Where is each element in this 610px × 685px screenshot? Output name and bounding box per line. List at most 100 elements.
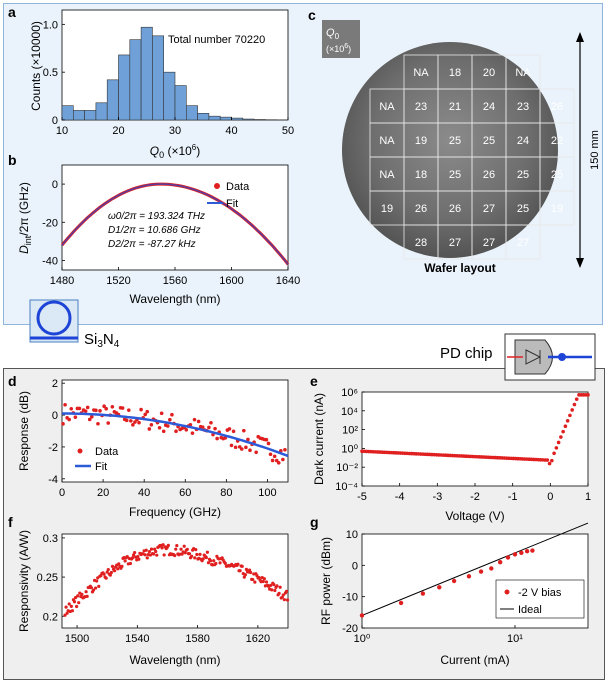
- f-data-point: [251, 577, 255, 582]
- d-fit-curve: [62, 412, 289, 458]
- d-xlabel: Frequency (GHz): [129, 505, 221, 519]
- d-data-point: [73, 415, 78, 419]
- f-xtick-label: 1540: [125, 633, 149, 645]
- d-data-point: [270, 458, 275, 463]
- pd-chip-label: PD chip: [440, 345, 493, 362]
- f-data-point: [154, 549, 158, 554]
- e-data-point: [568, 413, 572, 418]
- f-data-point: [133, 550, 137, 555]
- e-ytick-label: 10²: [342, 425, 358, 437]
- b-legend-data: Data: [226, 181, 250, 193]
- d-data-point: [246, 437, 250, 442]
- wafer-cell-value: 19: [551, 203, 563, 215]
- wafer-cell-value: 26: [415, 203, 427, 215]
- f-data-point: [104, 576, 108, 580]
- f-data-point: [281, 593, 285, 597]
- wafer-cell-value: 26: [449, 203, 461, 215]
- a-histogram-bar: [174, 85, 187, 121]
- si3n4-label: Si3N4: [84, 331, 120, 350]
- d-data-point: [94, 408, 98, 413]
- wafer-cell-value: 27: [517, 237, 529, 249]
- f-data-point: [70, 609, 74, 613]
- f-data-point: [116, 567, 120, 571]
- wafer-cell-value: 22: [551, 135, 563, 147]
- g-ylabel: RF power (dBm): [319, 537, 333, 625]
- f-data-point: [261, 579, 265, 584]
- f-data-point: [198, 552, 202, 556]
- size-arrow-head-top: [576, 32, 584, 42]
- f-data-point: [131, 553, 136, 557]
- e-xtick-label: 1: [585, 491, 591, 503]
- label-b: b: [8, 152, 17, 168]
- g-data-point: [505, 555, 511, 560]
- f-data-point: [76, 594, 80, 598]
- d-data-point: [190, 431, 195, 435]
- a-histogram-bar: [140, 26, 153, 121]
- f-ytick-label: 0.3: [43, 533, 58, 545]
- e-data-point: [559, 435, 563, 439]
- d-data-point: [83, 409, 88, 413]
- f-data-point: [253, 580, 257, 584]
- d-ytick-label: -4: [48, 474, 58, 486]
- b-fit-curve: [61, 183, 289, 265]
- f-data-point: [91, 588, 96, 592]
- wafer-cell-value: 28: [415, 237, 427, 249]
- f-data-point: [130, 556, 135, 560]
- b-param-1: ω0/2π = 193.324 THz: [108, 211, 205, 222]
- f-data-point: [89, 586, 93, 590]
- f-data-point: [125, 555, 129, 559]
- wafer-cell-value: 19: [415, 135, 427, 147]
- f-data-point: [183, 551, 187, 555]
- f-data-point: [175, 543, 179, 548]
- wafer-title: Wafer layout: [424, 261, 496, 275]
- f-data-point: [102, 572, 106, 576]
- a-histogram-bar: [84, 110, 97, 121]
- wafer-cell-value: 20: [483, 67, 495, 79]
- f-data-point: [272, 583, 276, 587]
- g-data-point: [398, 600, 404, 606]
- a-xtick-label: 10: [56, 125, 68, 137]
- f-xtick-label: 1580: [185, 633, 209, 645]
- d-data-point: [120, 406, 125, 410]
- d-data-point: [283, 447, 287, 452]
- d-data-point: [63, 402, 67, 407]
- d-data-point: [139, 407, 143, 412]
- wafer-cell-value: 23: [517, 101, 529, 113]
- f-data-point: [277, 591, 281, 595]
- d-data-point: [200, 425, 205, 429]
- b-legend-fit: Fit: [226, 198, 238, 210]
- d-data-point: [272, 454, 277, 459]
- g-data-point: [359, 613, 365, 618]
- wafer-cell: [539, 190, 575, 226]
- a-histogram-bar: [219, 116, 232, 121]
- g-data-point: [466, 574, 472, 579]
- d-data-point: [131, 423, 135, 427]
- d-data-point: [143, 412, 148, 417]
- wafer-cell-value: 24: [517, 135, 529, 147]
- f-data-point: [108, 573, 112, 577]
- f-data-point: [117, 562, 121, 566]
- e-data-point: [552, 451, 556, 456]
- e-ytick-label: 10⁶: [341, 387, 358, 399]
- size-label: 150 mm: [589, 130, 601, 170]
- f-data-point: [278, 585, 282, 589]
- b-param-3: D2/2π = -87.27 kHz: [108, 239, 196, 250]
- f-data-point: [187, 552, 192, 556]
- g-data-point: [451, 578, 457, 584]
- e-xtick-label: -2: [470, 491, 480, 503]
- d-data-point: [254, 450, 258, 455]
- g-data-point: [530, 548, 535, 553]
- e-data-point: [574, 397, 579, 401]
- d-data-point: [98, 409, 102, 413]
- f-data-point: [204, 555, 208, 560]
- d-data-point: [266, 441, 271, 446]
- d-data-point: [276, 461, 281, 465]
- g-data-point: [512, 552, 518, 557]
- a-xtick-label: 40: [225, 125, 237, 137]
- f-xtick-label: 1620: [246, 633, 270, 645]
- f-data-point: [84, 590, 88, 594]
- e-data-point: [554, 446, 559, 450]
- f-data-point: [193, 556, 197, 560]
- a-histogram-bar: [95, 102, 108, 121]
- q-unit: (×106): [326, 43, 351, 54]
